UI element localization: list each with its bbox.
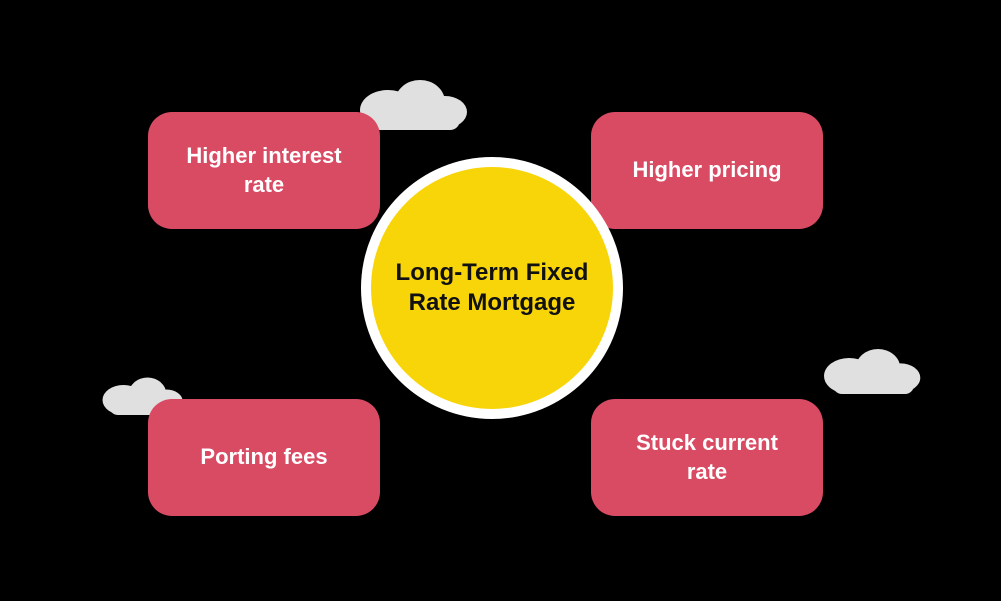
card-stuck-current-rate: Stuck current rate — [591, 399, 823, 516]
cloud-right — [815, 340, 923, 399]
card-label: Higher interest rate — [176, 142, 352, 199]
card-label: Higher pricing — [632, 156, 781, 185]
card-porting-fees: Porting fees — [148, 399, 380, 516]
card-label: Stuck current rate — [619, 429, 795, 486]
card-higher-pricing: Higher pricing — [591, 112, 823, 229]
center-circle: Long-Term Fixed Rate Mortgage — [371, 167, 613, 409]
center-circle-label: Long-Term Fixed Rate Mortgage — [391, 258, 593, 318]
card-higher-interest-rate: Higher interest rate — [148, 112, 380, 229]
card-label: Porting fees — [200, 443, 327, 472]
